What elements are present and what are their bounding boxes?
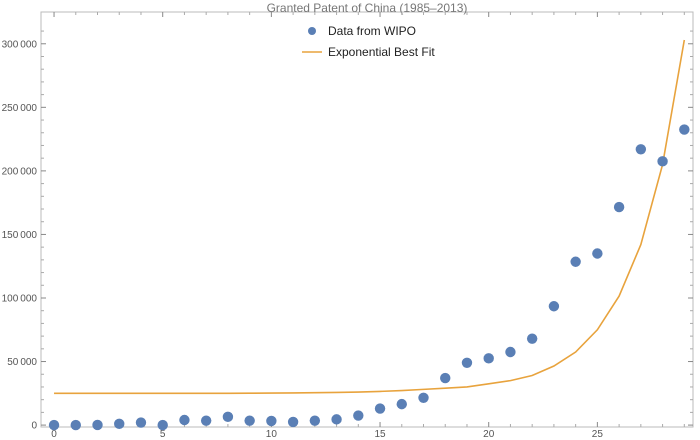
y-tick-label: 300 000: [2, 39, 38, 50]
data-point: [353, 410, 363, 420]
chart-title: Granted Patent of China (1985–2013): [267, 1, 468, 15]
data-point: [310, 415, 320, 425]
data-point: [397, 399, 407, 409]
data-point: [201, 415, 211, 425]
y-tick-label: 0: [31, 421, 37, 432]
y-tick-label: 50 000: [7, 357, 37, 368]
data-point: [288, 417, 298, 427]
axes: 0 5 10 15 20 25 0 50 000 100 000 150 000 200 000 25…: [2, 12, 693, 440]
data-point: [527, 333, 537, 343]
data-point: [266, 416, 276, 426]
data-point: [614, 202, 624, 212]
y-tick-label: 150 000: [2, 230, 38, 241]
x-tick-label: 25: [592, 429, 604, 440]
data-point: [92, 420, 102, 430]
data-point: [570, 257, 580, 267]
y-tick-label: 100 000: [2, 293, 38, 304]
y-tick-label: 250 000: [2, 103, 38, 114]
data-point: [179, 415, 189, 425]
data-point: [114, 419, 124, 429]
legend-label-data: Data from WIPO: [328, 24, 416, 38]
data-point: [223, 412, 233, 422]
legend: Data from WIPO Exponential Best Fit: [302, 24, 435, 59]
legend-label-fit: Exponential Best Fit: [328, 45, 435, 59]
data-point: [592, 248, 602, 258]
x-tick-label: 0: [51, 429, 57, 440]
data-point: [636, 144, 646, 154]
data-point: [505, 347, 515, 357]
data-point: [657, 156, 667, 166]
data-point: [549, 301, 559, 311]
legend-marker-data: [308, 27, 316, 35]
data-point: [440, 373, 450, 383]
data-point: [484, 353, 494, 363]
x-tick-label: 20: [483, 429, 495, 440]
x-tick-label: 15: [374, 429, 386, 440]
data-point: [418, 393, 428, 403]
x-tick-label: 5: [160, 429, 166, 440]
data-point: [49, 420, 59, 430]
data-point: [244, 415, 254, 425]
data-point: [71, 420, 81, 430]
y-tick-label: 200 000: [2, 166, 38, 177]
data-point: [375, 403, 385, 413]
data-point: [158, 420, 168, 430]
x-tick-label: 10: [266, 429, 278, 440]
data-point: [462, 358, 472, 368]
data-point: [136, 417, 146, 427]
plot-frame: [41, 12, 693, 427]
fit-layer: [54, 40, 684, 393]
data-point: [679, 124, 689, 134]
fit-line: [54, 40, 684, 393]
points-layer: [49, 124, 690, 430]
data-point: [331, 414, 341, 424]
